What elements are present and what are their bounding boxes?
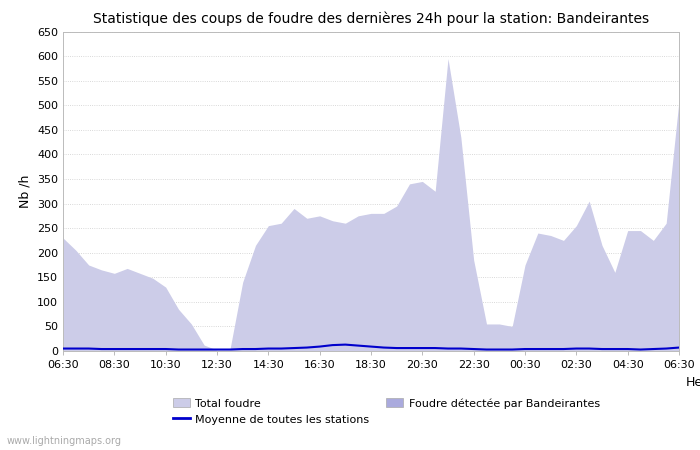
Text: www.lightningmaps.org: www.lightningmaps.org [7, 436, 122, 446]
Y-axis label: Nb /h: Nb /h [18, 175, 32, 208]
Legend: Total foudre, Moyenne de toutes les stations, Foudre détectée par Bandeirantes: Total foudre, Moyenne de toutes les stat… [174, 398, 600, 425]
Text: Heure: Heure [686, 376, 700, 389]
Title: Statistique des coups de foudre des dernières 24h pour la station: Bandeirantes: Statistique des coups de foudre des dern… [93, 12, 649, 26]
